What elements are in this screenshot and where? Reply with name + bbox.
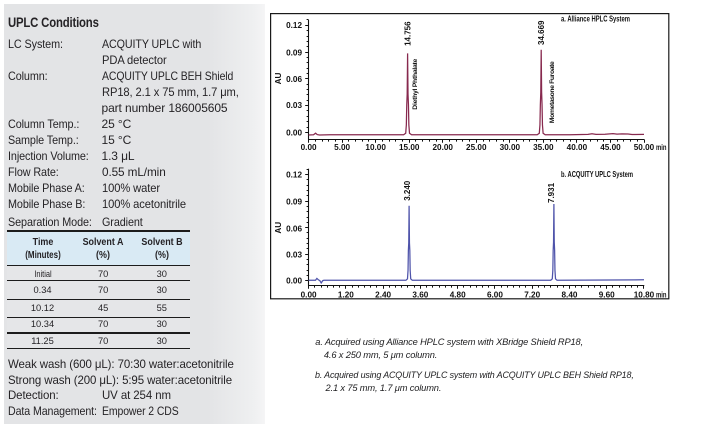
svg-text:6.00: 6.00 (487, 290, 503, 299)
svg-text:10.80: 10.80 (634, 290, 655, 299)
svg-text:b. ACQUITY UPLC System: b. ACQUITY UPLC System (561, 170, 633, 179)
svg-text:0.00: 0.00 (301, 290, 317, 299)
svg-text:2.40: 2.40 (375, 290, 391, 299)
svg-text:45.00: 45.00 (600, 143, 621, 152)
svg-text:3.240: 3.240 (403, 180, 412, 201)
svg-text:10.00: 10.00 (365, 143, 386, 152)
svg-text:40.00: 40.00 (567, 143, 588, 152)
svg-text:7.931: 7.931 (547, 182, 556, 203)
svg-text:0.06: 0.06 (286, 224, 302, 233)
svg-text:34.669: 34.669 (537, 20, 546, 45)
svg-text:1.20: 1.20 (338, 290, 354, 299)
svg-text:35.00: 35.00 (533, 143, 554, 152)
svg-text:15.00: 15.00 (399, 143, 420, 152)
svg-text:0.06: 0.06 (286, 75, 302, 84)
svg-text:0.12: 0.12 (286, 171, 302, 180)
svg-text:7.20: 7.20 (524, 290, 540, 299)
svg-text:8.40: 8.40 (561, 290, 577, 299)
svg-text:AU: AU (274, 222, 283, 234)
svg-text:Mometasone Furoate: Mometasone Furoate (549, 61, 556, 123)
svg-text:0.09: 0.09 (286, 48, 302, 57)
svg-text:0.03: 0.03 (286, 251, 302, 260)
svg-text:0.03: 0.03 (286, 101, 302, 110)
svg-text:Diethyl Phthalate: Diethyl Phthalate (412, 58, 419, 109)
svg-text:0.12: 0.12 (286, 21, 302, 30)
svg-text:0.00: 0.00 (301, 143, 317, 152)
svg-text:3.60: 3.60 (412, 290, 428, 299)
svg-text:50.00: 50.00 (634, 143, 655, 152)
svg-text:9.60: 9.60 (599, 290, 615, 299)
svg-text:a. Alliance HPLC System: a. Alliance HPLC System (561, 15, 630, 24)
svg-text:14.756: 14.756 (404, 21, 413, 46)
svg-text:25.00: 25.00 (466, 143, 487, 152)
svg-text:0.09: 0.09 (286, 198, 302, 207)
svg-text:0.00: 0.00 (286, 277, 302, 286)
svg-text:4.80: 4.80 (450, 290, 466, 299)
svg-text:20.00: 20.00 (433, 143, 454, 152)
svg-text:min: min (656, 143, 667, 152)
svg-text:min: min (656, 290, 667, 299)
svg-text:0.00: 0.00 (286, 128, 302, 137)
svg-text:5.00: 5.00 (334, 143, 350, 152)
svg-text:AU: AU (274, 73, 283, 85)
svg-text:30.00: 30.00 (500, 143, 521, 152)
